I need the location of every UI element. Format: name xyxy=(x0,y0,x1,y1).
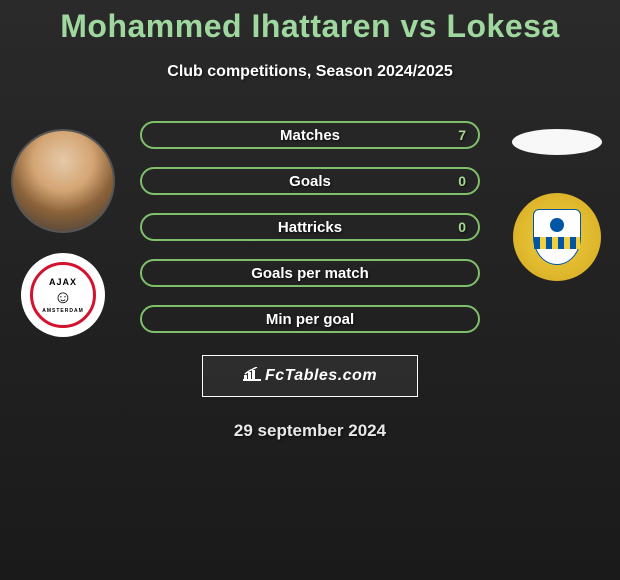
comparison-panel: AJAX ☺ AMSTERDAM Matches 7 Goals 0 Hattr… xyxy=(0,121,620,333)
rkc-shield xyxy=(533,209,581,265)
stat-row-hattricks: Hattricks 0 xyxy=(140,213,480,241)
stat-label: Min per goal xyxy=(266,311,354,328)
ajax-badge: AJAX ☺ AMSTERDAM xyxy=(30,262,96,328)
branding-box[interactable]: FcTables.com xyxy=(202,355,418,397)
stat-value: 7 xyxy=(458,127,466,143)
page-title: Mohammed Ihattaren vs Lokesa xyxy=(0,0,620,45)
player-left-photo xyxy=(11,129,115,233)
left-player-column: AJAX ☺ AMSTERDAM xyxy=(8,121,118,337)
stat-value: 0 xyxy=(458,219,466,235)
stat-row-goals-per-match: Goals per match xyxy=(140,259,480,287)
page-subtitle: Club competitions, Season 2024/2025 xyxy=(0,63,620,81)
ajax-text-top: AJAX xyxy=(49,277,77,287)
rkc-ball-icon xyxy=(550,218,564,232)
stat-label: Goals per match xyxy=(251,265,369,282)
stat-row-matches: Matches 7 xyxy=(140,121,480,149)
stat-row-goals: Goals 0 xyxy=(140,167,480,195)
rkc-stripes-icon xyxy=(534,237,580,249)
stat-row-min-per-goal: Min per goal xyxy=(140,305,480,333)
branding-label: FcTables.com xyxy=(265,367,377,385)
stat-label: Goals xyxy=(289,173,331,190)
footer-date: 29 september 2024 xyxy=(0,421,620,441)
ajax-face-icon: ☺ xyxy=(54,287,72,308)
stat-label: Hattricks xyxy=(278,219,342,236)
chart-icon xyxy=(243,367,261,386)
player-right-placeholder xyxy=(512,129,602,155)
ajax-text-bottom: AMSTERDAM xyxy=(42,308,84,314)
stat-value: 0 xyxy=(458,173,466,189)
right-player-column xyxy=(502,121,612,281)
club-logo-right xyxy=(513,193,601,281)
stat-label: Matches xyxy=(280,127,340,144)
club-logo-left: AJAX ☺ AMSTERDAM xyxy=(21,253,105,337)
stats-list: Matches 7 Goals 0 Hattricks 0 Goals per … xyxy=(140,121,480,333)
